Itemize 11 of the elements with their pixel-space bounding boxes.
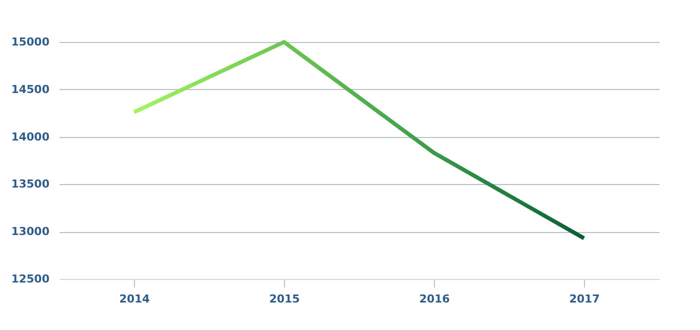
y-tick-label: 13500 [11,178,50,191]
line-series [132,40,586,240]
y-tick-label: 14000 [11,130,50,144]
x-tick-label: 2016 [419,292,450,306]
x-tick-label: 2014 [119,292,150,306]
y-tick-label: 15000 [11,36,50,48]
y-tick-label: 12500 [11,272,50,286]
y-tick-label: 13000 [11,225,50,238]
y-tick-label: 14500 [11,82,50,96]
x-tick-label: 2017 [569,292,600,306]
x-tick-label: 2015 [269,292,300,306]
